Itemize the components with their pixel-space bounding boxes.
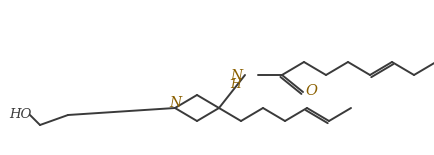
Text: HO: HO bbox=[9, 108, 31, 122]
Text: H: H bbox=[230, 78, 241, 91]
Text: N: N bbox=[168, 96, 181, 110]
Text: N: N bbox=[230, 69, 241, 83]
Text: O: O bbox=[304, 84, 316, 98]
